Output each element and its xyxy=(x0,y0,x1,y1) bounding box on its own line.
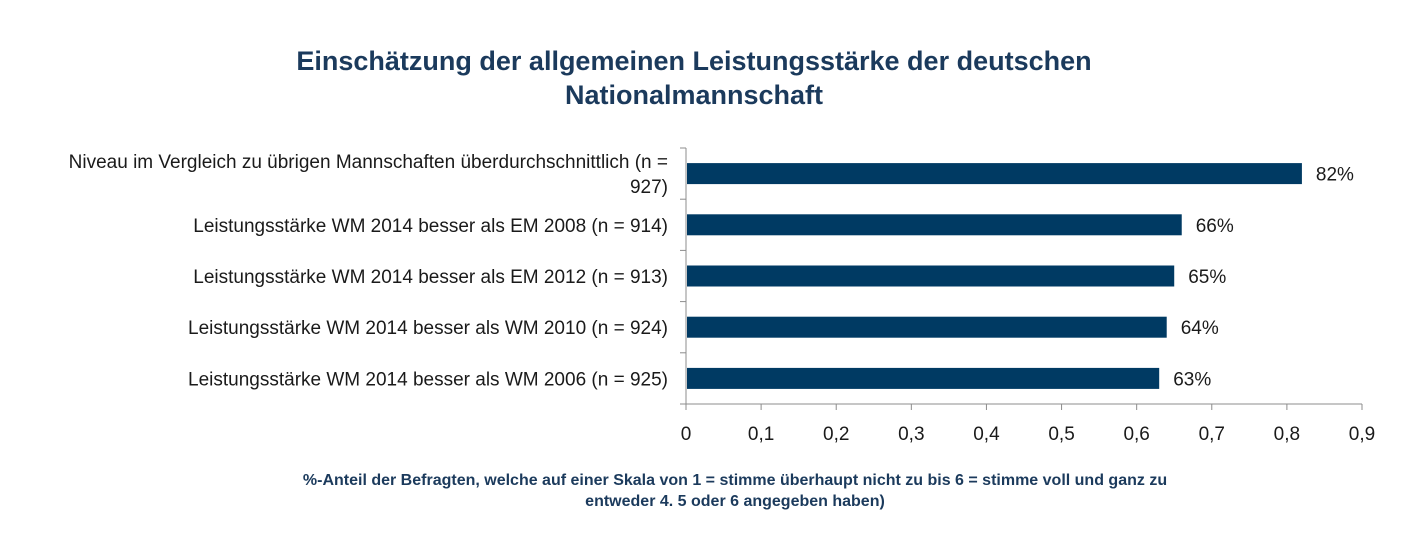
value-label-5: 63% xyxy=(1173,369,1211,390)
value-label-3: 65% xyxy=(1188,267,1226,288)
x-tick-label-7: 0,7 xyxy=(1199,424,1225,445)
category-label-5: Leistungsstärke WM 2014 besser als WM 20… xyxy=(188,369,668,390)
footnote-line-2: entweder 4. 5 oder 6 angegeben haben) xyxy=(585,493,885,510)
value-label-1: 82% xyxy=(1316,165,1354,186)
value-label-2: 66% xyxy=(1196,216,1234,237)
value-label-4: 64% xyxy=(1181,318,1219,339)
category-label-1-line-1: Niveau im Vergleich zu übrigen Mannschaf… xyxy=(69,152,668,173)
x-tick-label-6: 0,6 xyxy=(1123,424,1149,445)
bar-2 xyxy=(687,214,1182,236)
x-tick-label-0: 0 xyxy=(681,424,692,445)
x-tick-label-8: 0,8 xyxy=(1274,424,1300,445)
x-tick-label-1: 0,1 xyxy=(748,424,774,445)
x-tick-label-2: 0,2 xyxy=(823,424,849,445)
x-tick-label-3: 0,3 xyxy=(898,424,924,445)
category-label-3: Leistungsstärke WM 2014 besser als EM 20… xyxy=(193,267,668,288)
bar-4 xyxy=(687,316,1167,338)
chart-title-line-1: Einschätzung der allgemeinen Leistungsst… xyxy=(296,46,1092,76)
x-tick-label-4: 0,4 xyxy=(973,424,1000,445)
x-tick-label-5: 0,5 xyxy=(1048,424,1074,445)
category-label-4: Leistungsstärke WM 2014 besser als WM 20… xyxy=(188,318,668,339)
footnote-line-1: %-Anteil der Befragten, welche auf einer… xyxy=(302,472,1168,489)
bar-1 xyxy=(687,163,1302,185)
category-label-1-line-2: 927) xyxy=(630,177,668,198)
chart-footnote: %-Anteil der Befragten, welche auf einer… xyxy=(0,470,1402,512)
chart-title-line-2: Nationalmannschaft xyxy=(564,80,824,110)
category-label-2: Leistungsstärke WM 2014 besser als EM 20… xyxy=(193,216,668,237)
x-tick-label-9: 0,9 xyxy=(1349,424,1375,445)
chart-title: Einschätzung der allgemeinen Leistungsst… xyxy=(0,44,1388,112)
bar-5 xyxy=(687,367,1160,389)
bar-3 xyxy=(687,265,1175,287)
